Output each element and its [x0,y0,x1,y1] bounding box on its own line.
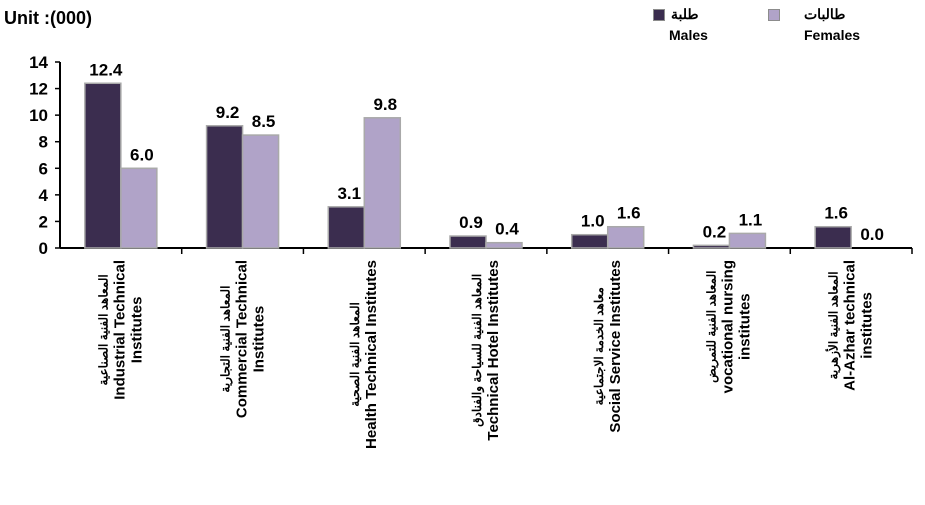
data-label-females: 1.1 [739,210,763,229]
data-label-females: 0.0 [860,225,884,244]
x-category-label-ar: المعاهد الفنية للتمريض [704,270,719,383]
y-tick-label: 12 [29,80,48,99]
data-label-females: 6.0 [130,145,154,164]
x-category-label-ar: المعاهد الفنية الأزهرية [826,271,841,380]
y-tick-label: 14 [29,53,48,72]
data-label-females: 9.8 [373,95,397,114]
bar-males [84,82,122,249]
data-label-males: 0.2 [703,222,727,241]
x-category-label-en: Health Technical Institutes [363,260,381,449]
bar-females [241,134,280,249]
legend-item-females: طالبات Females [768,4,860,46]
x-category-label-en: Institutes [128,296,146,364]
legend-item-males: طلبة Males [653,4,708,46]
x-category-label-en: Al-Azhar technical [841,260,859,391]
x-category-label-en: institutes [736,293,754,361]
y-tick-label: 0 [39,239,48,258]
data-label-males: 12.4 [89,60,123,79]
unit-label: Unit :(000) [4,8,93,28]
bar-females [485,241,523,249]
data-label-males: 1.6 [824,204,848,223]
x-category-label-en: Industrial Technical [111,260,129,400]
x-category-label-en: Commercial Technical [233,260,251,419]
y-tick-label: 2 [39,212,48,231]
data-label-males: 1.0 [581,212,605,231]
data-label-males: 3.1 [337,184,361,203]
x-category-label-ar: المعاهد الفنية الصناعية [96,274,111,386]
data-label-females: 1.6 [617,204,641,223]
legend-label-males-ar: طلبة [671,6,699,22]
bar-males [327,206,366,249]
legend-label-females: Females [804,27,861,43]
x-category-label-en: Technical Hotel Institutes [485,260,502,441]
legend-swatch-males [653,9,665,22]
x-category-label-ar: المعاهد الفنية للسياحة والفنادق [470,273,484,427]
bar-males [814,225,852,249]
bar-males [449,235,487,249]
x-category-label-ar: معاهد الخدمة الاجتماعية [591,287,606,406]
bar-males [692,244,731,249]
bar-females [120,167,158,249]
legend-swatch-females [768,9,780,22]
data-label-females: 0.4 [495,220,519,239]
x-category-label-ar: المعاهد الفنية الصحية [348,302,363,407]
x-category-label-en: vocational nursing [719,260,737,394]
x-category-label-en: Social Service Institutes [606,260,624,433]
y-tick-label: 4 [39,186,49,205]
y-tick-label: 8 [39,133,48,152]
y-tick-label: 6 [39,159,48,178]
x-category-label-en: institutes [858,292,876,359]
legend-label-males: Males [669,27,708,43]
data-label-females: 8.5 [252,112,276,131]
bar-females [728,232,767,249]
x-category-label-ar: المعاهد الفنية التجارية [218,285,233,393]
legend-label-females-ar: طالبات [804,6,846,22]
bar-males [205,125,244,249]
bar-females [606,225,645,249]
bar-males [570,233,609,249]
y-tick-label: 10 [29,106,48,125]
data-label-males: 9.2 [216,103,240,122]
data-label-males: 0.9 [459,213,483,232]
bar-females [363,117,402,249]
x-category-label-en: Institutes [250,305,268,373]
